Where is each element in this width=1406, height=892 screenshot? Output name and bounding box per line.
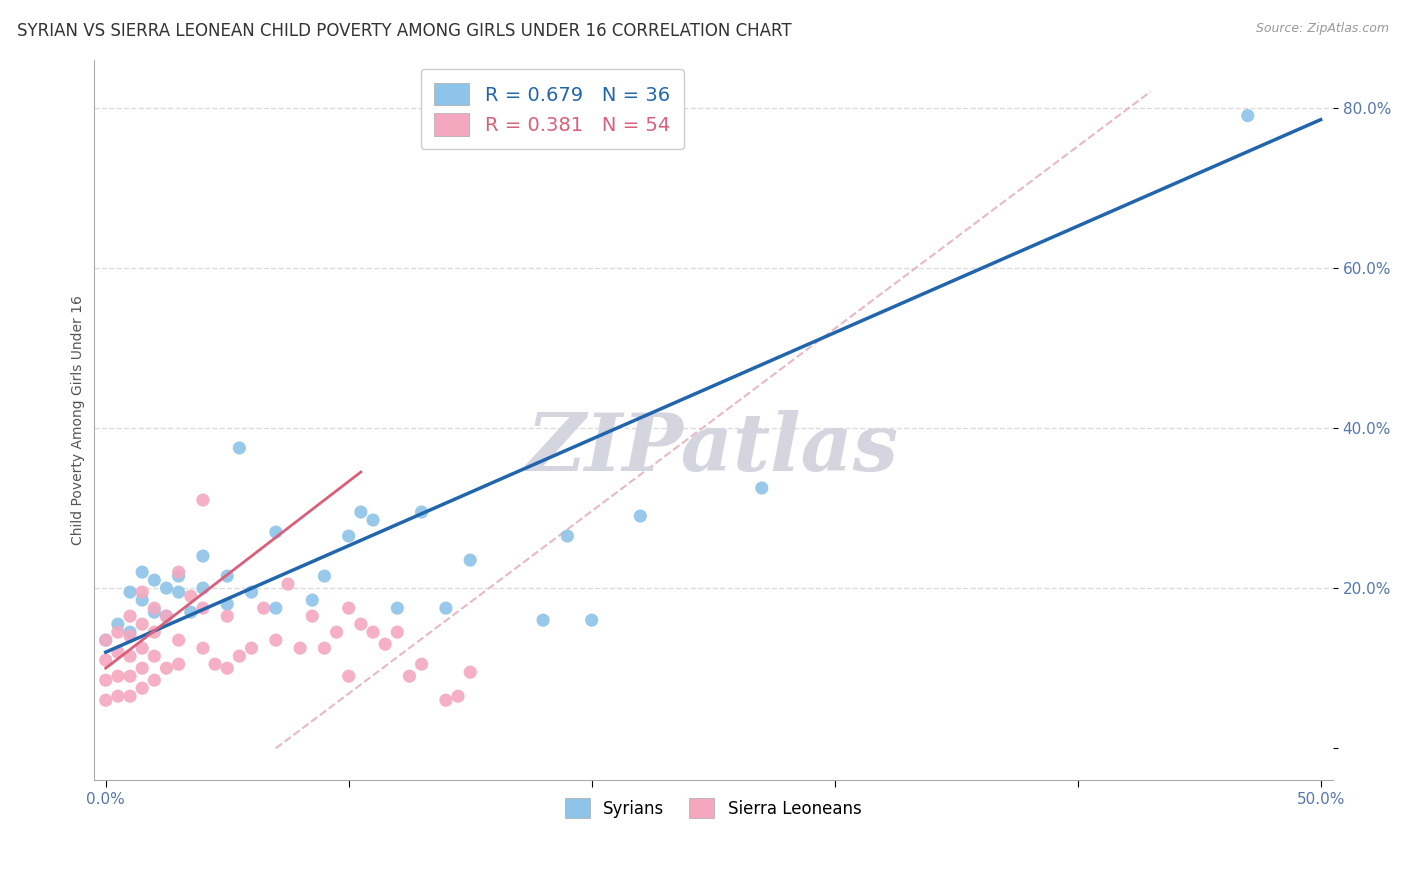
- Point: [337, 669, 360, 683]
- Point: [143, 625, 166, 640]
- Point: [398, 669, 420, 683]
- Point: [361, 513, 384, 527]
- Point: [118, 690, 141, 704]
- Point: [131, 585, 153, 599]
- Point: [131, 681, 153, 696]
- Text: SYRIAN VS SIERRA LEONEAN CHILD POVERTY AMONG GIRLS UNDER 16 CORRELATION CHART: SYRIAN VS SIERRA LEONEAN CHILD POVERTY A…: [17, 22, 792, 40]
- Point: [1236, 109, 1258, 123]
- Point: [191, 493, 214, 508]
- Point: [387, 625, 409, 640]
- Point: [180, 605, 202, 619]
- Point: [143, 673, 166, 688]
- Point: [314, 569, 336, 583]
- Point: [143, 605, 166, 619]
- Point: [155, 609, 177, 624]
- Point: [131, 593, 153, 607]
- Point: [264, 524, 287, 539]
- Y-axis label: Child Poverty Among Girls Under 16: Child Poverty Among Girls Under 16: [72, 295, 86, 545]
- Point: [217, 597, 239, 611]
- Point: [301, 593, 323, 607]
- Point: [557, 529, 579, 543]
- Point: [240, 641, 263, 656]
- Point: [131, 641, 153, 656]
- Point: [337, 529, 360, 543]
- Point: [167, 565, 190, 579]
- Point: [107, 645, 129, 659]
- Point: [118, 669, 141, 683]
- Point: [118, 629, 141, 643]
- Point: [301, 609, 323, 624]
- Point: [94, 693, 117, 707]
- Point: [531, 613, 554, 627]
- Point: [434, 601, 457, 615]
- Point: [350, 505, 373, 519]
- Point: [264, 601, 287, 615]
- Point: [361, 625, 384, 640]
- Point: [94, 633, 117, 648]
- Point: [131, 565, 153, 579]
- Point: [107, 690, 129, 704]
- Point: [131, 617, 153, 632]
- Point: [107, 617, 129, 632]
- Point: [143, 573, 166, 587]
- Point: [191, 581, 214, 595]
- Point: [143, 601, 166, 615]
- Point: [240, 585, 263, 599]
- Point: [94, 633, 117, 648]
- Point: [118, 625, 141, 640]
- Point: [325, 625, 347, 640]
- Point: [458, 553, 481, 567]
- Point: [118, 649, 141, 664]
- Point: [350, 617, 373, 632]
- Point: [167, 657, 190, 672]
- Point: [167, 569, 190, 583]
- Point: [458, 665, 481, 680]
- Point: [94, 653, 117, 667]
- Point: [94, 673, 117, 688]
- Point: [155, 581, 177, 595]
- Text: Source: ZipAtlas.com: Source: ZipAtlas.com: [1256, 22, 1389, 36]
- Point: [167, 633, 190, 648]
- Point: [337, 601, 360, 615]
- Point: [581, 613, 603, 627]
- Point: [253, 601, 276, 615]
- Point: [180, 589, 202, 603]
- Text: ZIPatlas: ZIPatlas: [527, 410, 900, 488]
- Point: [374, 637, 396, 651]
- Point: [107, 669, 129, 683]
- Point: [411, 505, 433, 519]
- Point: [191, 549, 214, 563]
- Point: [387, 601, 409, 615]
- Point: [155, 609, 177, 624]
- Point: [628, 509, 651, 524]
- Legend: Syrians, Sierra Leoneans: Syrians, Sierra Leoneans: [557, 790, 870, 826]
- Point: [751, 481, 773, 495]
- Point: [107, 625, 129, 640]
- Point: [118, 609, 141, 624]
- Point: [447, 690, 470, 704]
- Point: [217, 569, 239, 583]
- Point: [167, 585, 190, 599]
- Point: [191, 641, 214, 656]
- Point: [411, 657, 433, 672]
- Point: [314, 641, 336, 656]
- Point: [118, 585, 141, 599]
- Point: [143, 649, 166, 664]
- Point: [277, 577, 299, 591]
- Point: [191, 601, 214, 615]
- Point: [204, 657, 226, 672]
- Point: [228, 649, 250, 664]
- Point: [131, 661, 153, 675]
- Point: [217, 609, 239, 624]
- Point: [155, 661, 177, 675]
- Point: [288, 641, 311, 656]
- Point: [434, 693, 457, 707]
- Point: [228, 441, 250, 455]
- Point: [264, 633, 287, 648]
- Point: [217, 661, 239, 675]
